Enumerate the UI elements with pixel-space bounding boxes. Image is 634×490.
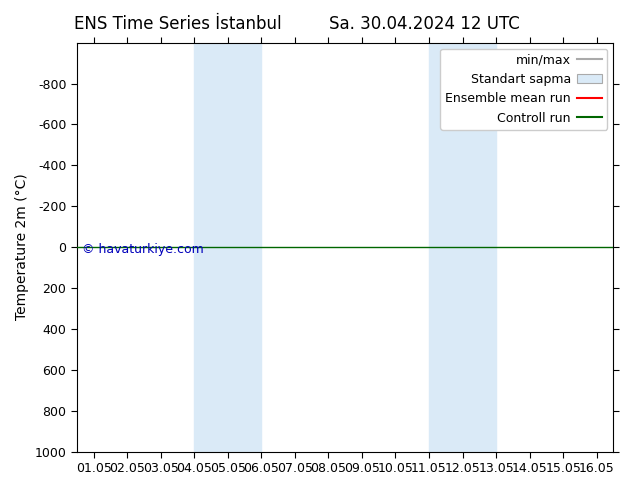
- Y-axis label: Temperature 2m (°C): Temperature 2m (°C): [15, 174, 29, 320]
- Legend: min/max, Standart sapma, Ensemble mean run, Controll run: min/max, Standart sapma, Ensemble mean r…: [441, 49, 607, 130]
- Bar: [194, 43, 261, 452]
- Text: © havaturkiye.com: © havaturkiye.com: [82, 243, 204, 256]
- Text: ENS Time Series İstanbul: ENS Time Series İstanbul: [74, 15, 281, 33]
- Text: Sa. 30.04.2024 12 UTC: Sa. 30.04.2024 12 UTC: [330, 15, 520, 33]
- Bar: [429, 43, 496, 452]
